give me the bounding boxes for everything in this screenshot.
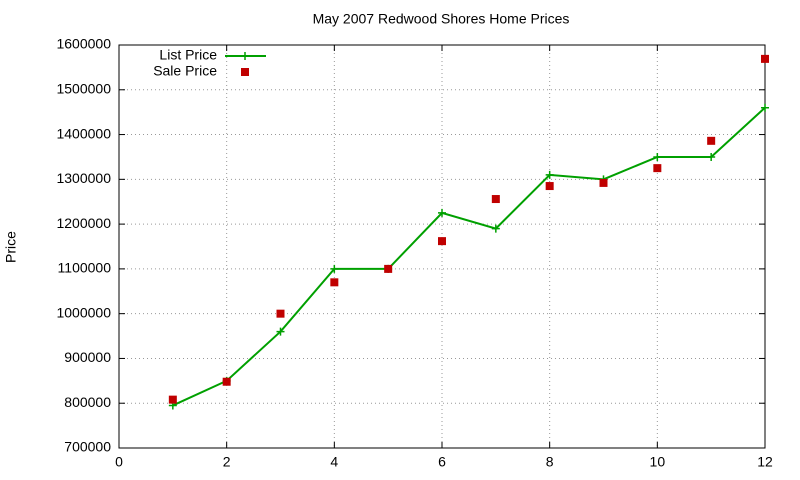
chart-title: May 2007 Redwood Shores Home Prices xyxy=(313,11,570,27)
series-line xyxy=(172,106,766,407)
point-marker xyxy=(438,208,446,217)
point-marker xyxy=(222,377,231,386)
point-marker xyxy=(707,152,716,161)
y-tick-label: 1400000 xyxy=(56,125,111,141)
x-tick-label: 6 xyxy=(438,454,446,470)
y-tick-label: 1000000 xyxy=(56,304,111,320)
point-marker xyxy=(599,178,608,187)
point-marker xyxy=(545,182,554,191)
point-marker xyxy=(653,152,662,161)
point-marker xyxy=(491,195,500,204)
y-tick-label: 1600000 xyxy=(56,36,111,52)
y-tick-label: 1100000 xyxy=(58,260,112,276)
y-tick-label: 1300000 xyxy=(56,170,111,186)
y-tick-label: 900000 xyxy=(64,349,111,365)
point-marker xyxy=(168,395,177,404)
x-tick-label: 2 xyxy=(223,454,231,470)
plot-frame xyxy=(118,44,766,449)
x-tick-label: 8 xyxy=(546,454,554,470)
y-tick-label: 700000 xyxy=(64,439,111,455)
point-marker xyxy=(438,237,446,246)
y-tick-label: 1200000 xyxy=(56,215,111,231)
legend-label: Sale Price xyxy=(153,63,217,79)
y-axis-label: Price xyxy=(3,231,19,263)
legend-marker xyxy=(241,52,249,60)
x-tick-label: 4 xyxy=(330,454,338,470)
legend-label: List Price xyxy=(159,47,217,63)
y-tick-label: 800000 xyxy=(64,394,111,410)
point-marker xyxy=(761,54,769,63)
x-tick-label: 12 xyxy=(757,454,773,470)
point-marker xyxy=(330,278,339,287)
point-marker xyxy=(761,103,769,112)
point-marker xyxy=(653,164,662,173)
legend-marker xyxy=(241,68,249,76)
y-tick-label: 1500000 xyxy=(56,80,111,96)
x-tick-label: 10 xyxy=(650,454,666,470)
point-marker xyxy=(491,224,500,233)
point-marker xyxy=(707,136,716,145)
point-marker xyxy=(276,309,285,318)
x-tick-label: 0 xyxy=(115,454,123,470)
point-marker xyxy=(276,327,285,336)
point-marker xyxy=(545,170,554,179)
point-marker xyxy=(384,264,393,273)
point-marker xyxy=(330,264,339,273)
